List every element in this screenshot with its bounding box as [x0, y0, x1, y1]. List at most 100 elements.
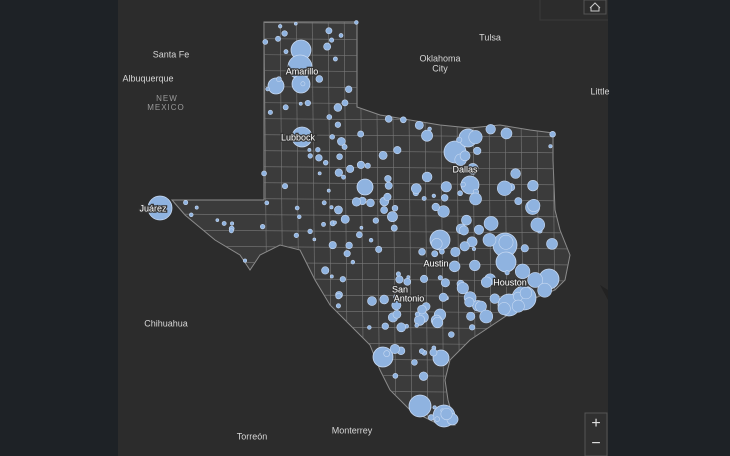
bubble: [414, 120, 424, 130]
bubble: [364, 162, 371, 169]
bubble: [391, 300, 402, 311]
bubble: [384, 175, 392, 183]
zoom-panel: [584, 412, 608, 456]
bubble: [414, 323, 419, 328]
bubble: [329, 134, 335, 140]
bubble: [497, 302, 511, 316]
bubble: [367, 325, 372, 330]
bubble: [378, 150, 388, 160]
place-label: NEW: [156, 94, 178, 103]
place-label: Dallas: [452, 164, 478, 174]
bubble: [359, 225, 364, 230]
zoom-out[interactable]: −: [591, 435, 600, 452]
bubble: [466, 311, 476, 321]
home-bg[interactable]: [583, 0, 607, 15]
bubble: [356, 178, 374, 196]
bubble: [321, 221, 326, 227]
bubble: [395, 271, 401, 277]
bubble: [383, 192, 392, 201]
bubble: [326, 114, 333, 120]
bubble: [337, 137, 346, 146]
bubble: [262, 39, 269, 45]
bubble: [440, 278, 450, 288]
bubble: [346, 164, 355, 173]
bubble: [432, 405, 437, 410]
bubbles: [147, 20, 560, 428]
bubble: [421, 129, 433, 142]
bubble: [537, 282, 552, 298]
place-label: Lubbock: [281, 132, 316, 142]
bubble: [297, 214, 302, 219]
bubble: [431, 316, 444, 329]
place-label: Austin: [423, 258, 448, 268]
bubble: [514, 197, 523, 206]
zoom-in[interactable]: +: [591, 415, 600, 432]
bubble: [440, 407, 453, 420]
bubble: [315, 75, 323, 83]
bubble: [504, 270, 510, 276]
bubble: [439, 248, 445, 255]
bubble: [414, 311, 420, 317]
bubble: [278, 24, 283, 29]
bubble: [282, 104, 289, 111]
bubble: [431, 202, 440, 212]
home-button[interactable]: [583, 0, 607, 15]
bubble: [307, 153, 313, 159]
bubble: [549, 131, 556, 138]
bubble: [469, 259, 481, 272]
bubble: [300, 81, 306, 87]
bubble: [215, 218, 220, 222]
bubble: [511, 299, 525, 313]
bubble: [265, 86, 270, 92]
bubble: [304, 99, 311, 107]
bubble: [367, 296, 377, 306]
bubble: [334, 168, 343, 177]
bubble: [440, 181, 452, 193]
bubble: [387, 211, 398, 223]
bubble: [336, 153, 343, 160]
bubble: [339, 276, 346, 283]
bubble: [328, 241, 337, 250]
county-line: [172, 213, 570, 218]
bubble: [281, 30, 288, 37]
bubble: [298, 101, 303, 106]
bubble: [317, 171, 322, 176]
place-label: MEXICO: [147, 103, 185, 112]
place-label: Santa Fe: [153, 49, 190, 59]
bubble: [467, 163, 479, 175]
bubble: [480, 276, 493, 288]
bubble: [483, 216, 499, 231]
bubble: [356, 160, 365, 169]
bubble: [406, 275, 411, 280]
bubble: [282, 183, 289, 190]
bubble: [321, 266, 330, 275]
home-icon[interactable]: [589, 2, 601, 12]
bubble: [417, 304, 427, 315]
bubble: [395, 275, 404, 284]
bubble: [527, 180, 539, 192]
bubble: [189, 212, 194, 218]
bubble: [312, 237, 317, 242]
bubble: [230, 221, 235, 226]
bubble: [497, 180, 513, 196]
place-label: City: [432, 63, 448, 73]
bubble: [354, 20, 359, 25]
place-label: Monterrey: [332, 425, 373, 435]
bubble: [411, 359, 418, 366]
bubble: [520, 244, 529, 253]
bubble: [391, 204, 399, 212]
bubble: [473, 224, 484, 235]
bubble: [293, 21, 298, 26]
bubble: [527, 198, 541, 212]
bubble: [473, 146, 482, 155]
bubble: [345, 85, 353, 93]
bubble: [393, 146, 402, 155]
bubble: [221, 221, 227, 226]
bubble: [372, 217, 379, 224]
bubble: [356, 231, 363, 239]
bubble: [548, 144, 553, 149]
bubble: [295, 69, 301, 75]
bubble: [489, 293, 500, 304]
bubble: [421, 171, 433, 183]
bubble: [429, 348, 438, 357]
